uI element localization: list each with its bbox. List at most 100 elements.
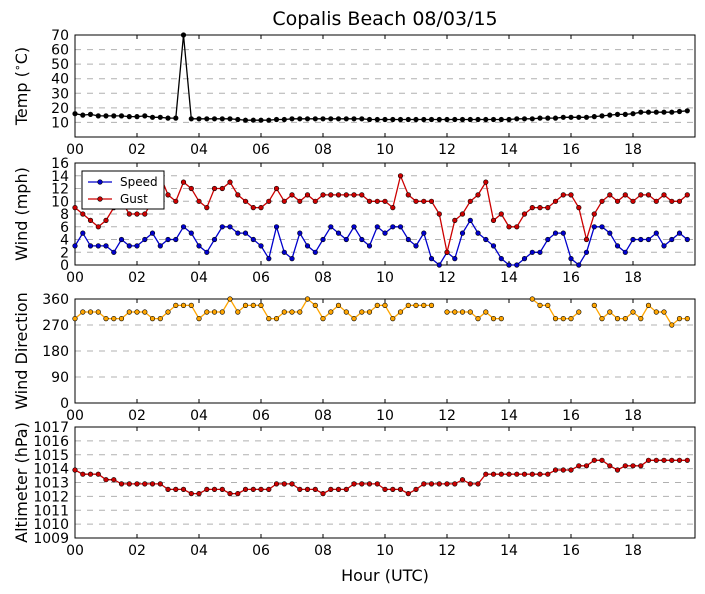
data-point xyxy=(576,463,582,469)
data-point xyxy=(397,173,404,179)
data-point xyxy=(118,481,125,487)
data-point xyxy=(576,309,582,315)
data-point xyxy=(165,115,171,121)
x-tick-label: 08 xyxy=(314,408,332,424)
data-point xyxy=(630,463,636,469)
data-point xyxy=(219,309,225,315)
x-tick-label: 04 xyxy=(190,142,208,158)
data-point xyxy=(537,302,543,309)
data-point xyxy=(552,230,559,236)
y-tick-label: 8 xyxy=(60,207,69,223)
data-point xyxy=(343,236,349,243)
data-point xyxy=(390,224,396,230)
data-point xyxy=(529,471,535,477)
data-point xyxy=(382,486,388,493)
data-point xyxy=(359,481,365,487)
data-point xyxy=(382,116,388,123)
data-point xyxy=(320,236,326,243)
data-point xyxy=(304,243,311,249)
data-point xyxy=(405,116,411,123)
y-tick-label: 1009 xyxy=(33,531,69,547)
data-point xyxy=(653,457,659,463)
data-point xyxy=(157,481,163,487)
data-point xyxy=(335,192,342,198)
data-point xyxy=(661,192,667,198)
data-point xyxy=(382,230,388,236)
data-point xyxy=(622,463,628,469)
x-tick-label: 08 xyxy=(314,142,332,158)
data-point xyxy=(95,309,101,315)
data-point xyxy=(552,316,559,322)
data-point xyxy=(436,481,442,487)
data-point xyxy=(103,477,109,483)
data-point xyxy=(126,309,132,315)
data-point xyxy=(413,486,419,493)
data-point xyxy=(211,236,218,243)
y-axis-label: Wind (mph) xyxy=(12,167,31,261)
x-tick-label: 02 xyxy=(128,142,146,158)
data-point xyxy=(397,224,404,230)
data-point xyxy=(444,309,450,315)
data-point xyxy=(676,316,683,322)
series-altimeter-0 xyxy=(72,457,690,497)
data-point xyxy=(506,116,512,123)
data-point xyxy=(72,205,78,211)
data-point xyxy=(374,198,380,204)
data-point xyxy=(165,486,171,493)
data-point xyxy=(351,316,357,322)
data-point xyxy=(630,309,636,315)
data-point xyxy=(126,243,132,249)
data-point xyxy=(653,109,659,115)
data-point xyxy=(235,116,241,123)
y-tick-label: 50 xyxy=(51,57,69,73)
data-point xyxy=(304,192,311,198)
data-point xyxy=(242,486,249,493)
data-point xyxy=(669,457,675,463)
data-point xyxy=(475,230,481,236)
data-point xyxy=(436,116,442,123)
data-point xyxy=(273,481,280,487)
data-point xyxy=(669,109,675,115)
data-point xyxy=(180,179,187,185)
data-point xyxy=(312,198,318,204)
data-point xyxy=(72,316,78,322)
data-point xyxy=(351,224,357,230)
data-point xyxy=(467,198,473,204)
data-point xyxy=(607,112,613,118)
data-point xyxy=(312,249,318,255)
data-point xyxy=(211,185,218,192)
data-point xyxy=(428,256,435,262)
data-point xyxy=(366,243,373,249)
data-point xyxy=(576,114,582,120)
data-point xyxy=(374,224,380,230)
y-tick-label: 0 xyxy=(60,258,69,274)
data-point xyxy=(304,486,311,493)
y-tick-label: 360 xyxy=(42,292,69,308)
data-point xyxy=(204,205,210,211)
data-point xyxy=(622,192,628,198)
data-point xyxy=(661,457,667,463)
data-point xyxy=(80,471,86,477)
data-point xyxy=(343,486,349,493)
data-point xyxy=(204,309,210,315)
data-point xyxy=(281,481,287,487)
y-tick-label: 20 xyxy=(51,101,69,117)
data-point xyxy=(359,236,365,243)
data-point xyxy=(514,224,520,230)
data-point xyxy=(661,243,667,249)
data-point xyxy=(428,116,435,123)
data-point xyxy=(258,117,264,123)
data-point xyxy=(599,224,605,230)
data-point xyxy=(459,477,466,483)
data-point xyxy=(374,302,380,309)
data-point xyxy=(72,243,78,249)
data-point xyxy=(312,486,318,493)
data-point xyxy=(111,316,117,322)
data-point xyxy=(273,116,280,123)
data-point xyxy=(242,230,249,236)
data-point xyxy=(273,185,280,192)
data-point xyxy=(521,471,528,477)
data-point xyxy=(483,179,489,185)
data-point xyxy=(552,198,559,204)
y-tick-label: 70 xyxy=(51,28,69,44)
